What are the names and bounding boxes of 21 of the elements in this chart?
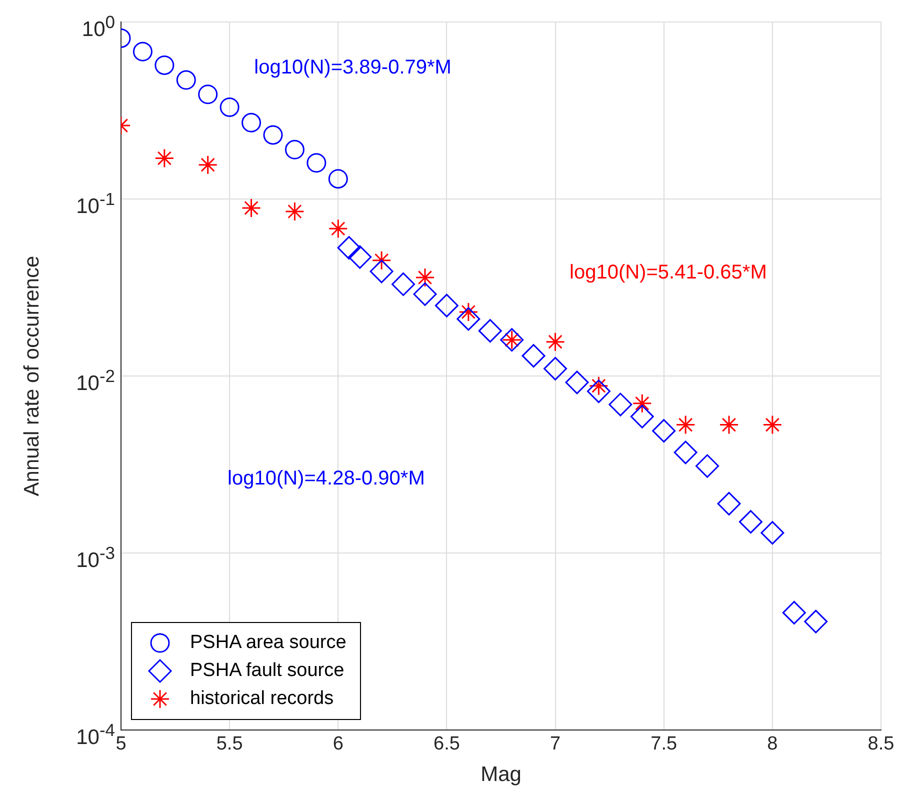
y-tick-label: 10$^{-3}$ <box>76 542 115 574</box>
legend-label: PSHA area source <box>190 632 346 654</box>
y-tick-label: 10$^{-1}$ <box>76 188 115 220</box>
x-axis-title: Mag <box>480 763 522 786</box>
x-tick-label: 7 <box>550 734 561 755</box>
annotation: log10(N)=3.89-0.79*M <box>254 56 452 80</box>
x-tick-label: 8 <box>767 734 778 755</box>
x-tick-label: 8.5 <box>868 734 894 755</box>
y-tick-label: 10$^{-2}$ <box>76 365 115 397</box>
x-tick-label: 6.5 <box>434 734 460 755</box>
x-tick-label: 5.5 <box>216 734 243 755</box>
x-tick-label: 7.5 <box>650 734 678 755</box>
legend-label: PSHA fault source <box>190 660 344 682</box>
y-tick-label: 10$^{0}$ <box>82 11 115 43</box>
x-tick-label: 5 <box>116 734 126 755</box>
legend-label: historical records <box>190 688 334 710</box>
annotation: log10(N)=5.41-0.65*M <box>570 262 767 285</box>
annotation: log10(N)=4.28-0.90*M <box>228 467 425 490</box>
x-tick-label: 6 <box>332 734 344 755</box>
y-tick-label: 10$^{-4}$ <box>76 719 115 751</box>
y-axis-title: Annual rate of occurrence <box>20 256 44 496</box>
